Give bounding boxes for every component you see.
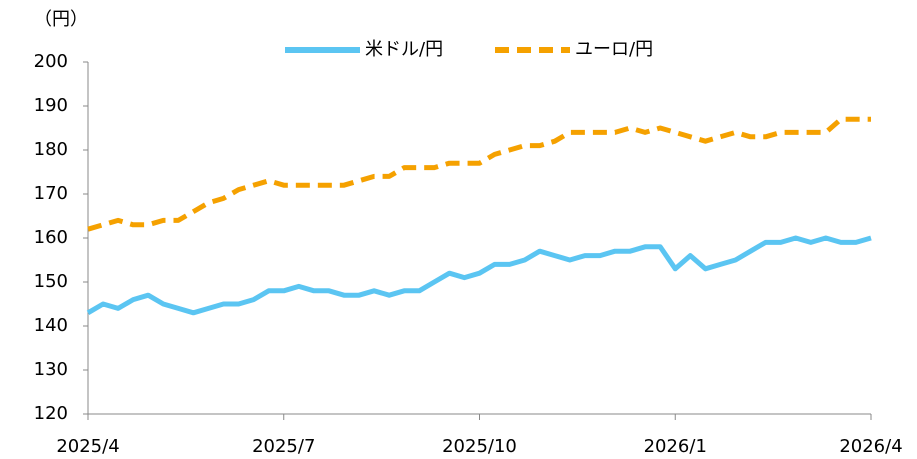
x-tick-label: 2025/7 <box>252 436 315 457</box>
y-tick-label: 200 <box>34 51 68 72</box>
x-tick-label: 2026/4 <box>839 436 902 457</box>
legend-label: 米ドル/円 <box>365 39 443 60</box>
series-line <box>87 116 871 232</box>
y-tick-label: 150 <box>34 271 68 292</box>
series-line <box>86 235 872 316</box>
y-tick-label: 170 <box>34 183 68 204</box>
y-tick-label: 190 <box>34 95 68 116</box>
legend-label: ユーロ/円 <box>575 39 653 60</box>
y-tick-label: 140 <box>34 315 68 336</box>
x-tick-label: 2025/4 <box>56 436 119 457</box>
y-tick-label: 180 <box>34 139 68 160</box>
x-tick-label: 2026/1 <box>644 436 707 457</box>
y-tick-label: 160 <box>34 227 68 248</box>
y-tick-label: 120 <box>34 403 68 424</box>
y-axis-label: （円） <box>34 9 88 30</box>
x-tick-label: 2025/10 <box>442 436 517 457</box>
y-tick-label: 130 <box>34 359 68 380</box>
